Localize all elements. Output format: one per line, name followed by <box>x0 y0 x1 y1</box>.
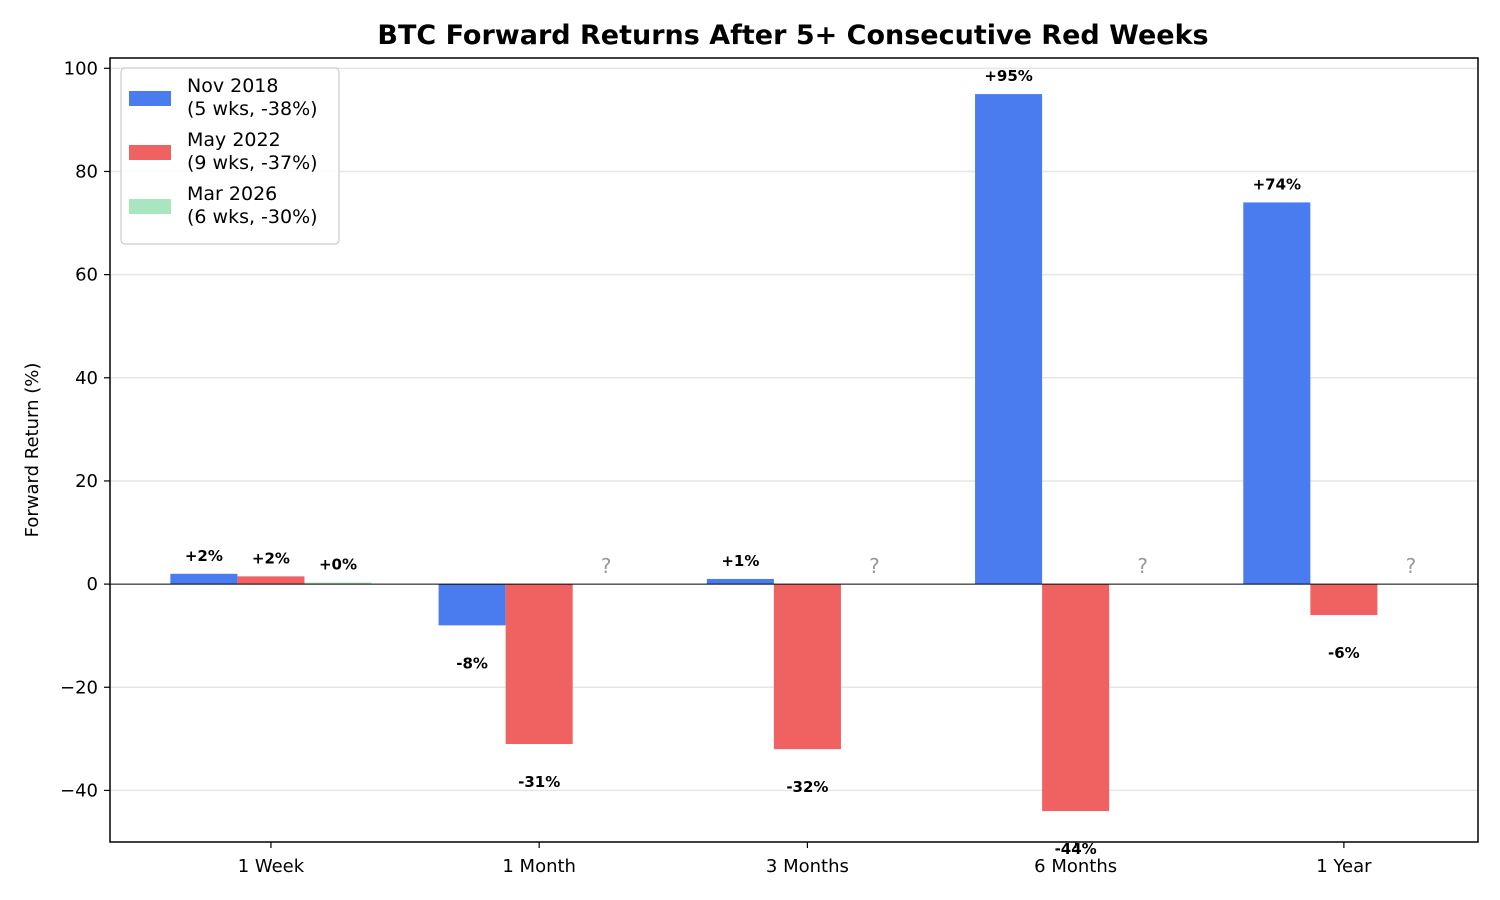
bar <box>1243 202 1311 585</box>
legend-label-line: Nov 2018 <box>187 75 278 97</box>
legend-label-line: (9 wks, -37%) <box>187 152 318 174</box>
legend-label: May 2022 (9 wks, -37%) <box>187 129 318 174</box>
y-tick-label: −20 <box>60 677 98 698</box>
bar-value-label: -6% <box>1328 644 1360 662</box>
legend: Nov 2018 (5 wks, -38%) May 2022 (9 wks, -37… <box>120 67 340 245</box>
bar <box>304 582 372 585</box>
bar <box>170 573 238 585</box>
bar <box>1042 584 1110 812</box>
y-tick-label: −40 <box>60 780 98 801</box>
bar-value-label: -32% <box>786 778 828 796</box>
bar <box>773 584 841 750</box>
bar-value-label: -8% <box>456 654 488 672</box>
bar-value-label: +95% <box>984 67 1032 85</box>
pending-value-label: ? <box>869 554 880 578</box>
x-tick-label: 1 Week <box>238 856 305 877</box>
bar-value-label: -44% <box>1055 840 1097 858</box>
bar <box>237 576 305 585</box>
bar <box>505 584 573 744</box>
bar-value-label: +2% <box>252 549 290 567</box>
y-tick-label: 100 <box>64 58 98 79</box>
y-tick-label: 40 <box>75 368 98 389</box>
legend-label: Mar 2026 (6 wks, -30%) <box>187 183 318 228</box>
x-axis: 1 Week 1 Month 3 Months 6 Months 1 Year <box>238 842 1372 877</box>
bar-value-label: +1% <box>721 552 759 570</box>
x-tick-label: 3 Months <box>766 856 849 877</box>
legend-label-line: (6 wks, -30%) <box>187 206 318 228</box>
pending-value-label: ? <box>601 554 612 578</box>
legend-swatch <box>129 145 171 160</box>
y-tick-label: 80 <box>75 161 98 182</box>
bar-value-label: -31% <box>518 773 560 791</box>
y-tick-label: 20 <box>75 471 98 492</box>
bar <box>706 578 774 585</box>
legend-label-line: Mar 2026 <box>187 183 277 205</box>
pending-value-label: ? <box>1406 554 1417 578</box>
x-tick-label: 1 Month <box>502 856 576 877</box>
y-axis: −40 −20 0 20 40 60 80 100 <box>60 58 110 801</box>
legend-swatch <box>129 199 171 214</box>
legend-label: Nov 2018 (5 wks, -38%) <box>187 75 318 120</box>
legend-box <box>120 67 340 245</box>
bar-value-label: +0% <box>319 556 357 574</box>
y-tick-label: 60 <box>75 265 98 286</box>
plot-frame <box>109 57 1479 843</box>
chart-title: BTC Forward Returns After 5+ Consecutive… <box>377 20 1208 51</box>
y-tick-label: 0 <box>87 574 98 595</box>
bar <box>975 94 1043 585</box>
bars <box>170 94 1378 812</box>
pending-value-label: ? <box>1137 554 1148 578</box>
x-tick-label: 6 Months <box>1034 856 1117 877</box>
legend-label-line: May 2022 <box>187 129 281 151</box>
bar-value-label: +2% <box>185 547 223 565</box>
legend-swatch <box>129 91 171 106</box>
bar-value-label: +74% <box>1253 175 1301 193</box>
bar-labels: +2% -8% +1% +95% +74% +2% -31% -32% -44% -6% +0%??… <box>185 67 1416 858</box>
y-axis-title: Forward Return (%) <box>22 363 43 538</box>
bar <box>438 584 506 626</box>
bar <box>1310 584 1378 616</box>
x-tick-label: 1 Year <box>1316 856 1372 877</box>
legend-label-line: (5 wks, -38%) <box>187 98 318 120</box>
